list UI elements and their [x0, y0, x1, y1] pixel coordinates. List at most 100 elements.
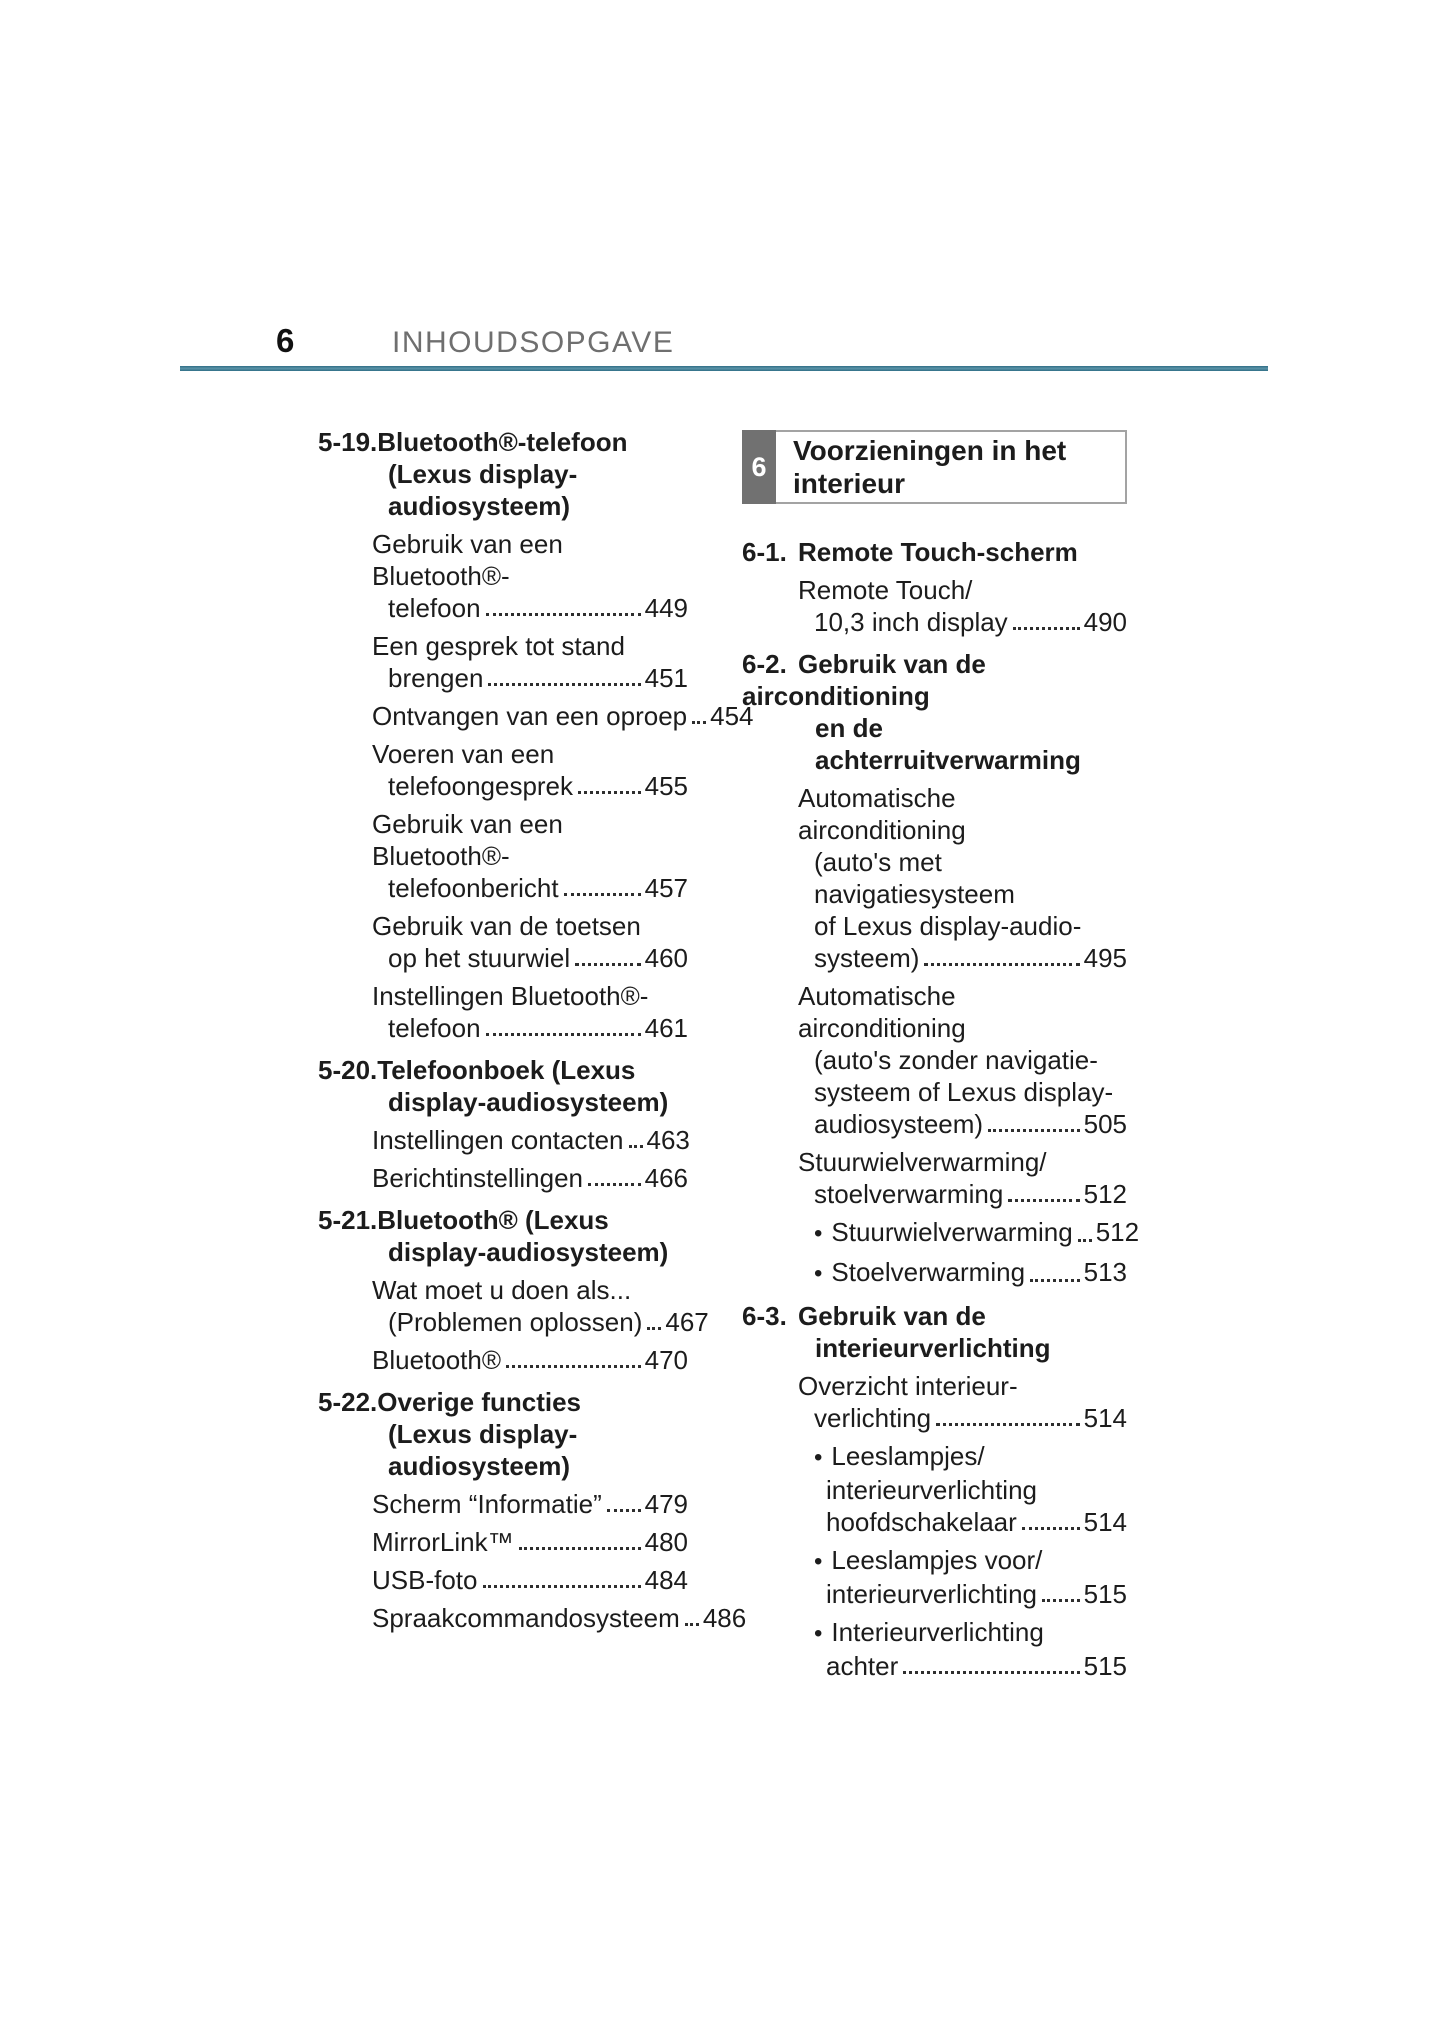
- entry-line: Berichtinstellingen 466: [372, 1162, 688, 1194]
- entry-line: Voeren van een: [372, 739, 555, 769]
- section-number: 5-19.: [318, 427, 378, 457]
- toc-entry: Scherm “Informatie” 479: [372, 1488, 688, 1520]
- entry-label: USB-foto: [372, 1565, 478, 1595]
- entry-line: • Interieurverlichting: [798, 1616, 1127, 1650]
- entry-label: (Problemen oplossen): [388, 1307, 643, 1337]
- section-heading: 6-2. Gebruik van de airconditioning en de …: [742, 648, 1127, 776]
- toc-entry: Ontvangen van een oproep 454: [372, 700, 754, 732]
- entry-page-number: 486: [702, 1603, 747, 1633]
- dot-leader: [485, 1033, 641, 1036]
- dot-leader: [563, 893, 641, 896]
- dot-leader: [988, 1129, 1080, 1132]
- entry-label: Ontvangen van een oproep: [372, 701, 688, 731]
- toc-entry: Bluetooth® 470: [372, 1344, 688, 1376]
- dot-leader: [936, 1423, 1080, 1426]
- toc-entry: • Interieurverlichting achter 515: [798, 1616, 1127, 1682]
- section-heading-line: 6-2. Gebruik van de airconditioning: [742, 648, 1127, 712]
- toc-entry: Berichtinstellingen 466: [372, 1162, 688, 1194]
- entry-text: Leeslampjes/: [831, 1441, 985, 1471]
- entry-line: MirrorLink™ 480: [372, 1526, 688, 1558]
- entry-line: Instellingen contacten 463: [372, 1124, 690, 1156]
- entry-line: Gebruik van de toetsen: [372, 911, 641, 941]
- entry-line: brengen 451: [372, 662, 688, 694]
- entry-page-number: 449: [644, 593, 688, 623]
- section-heading-line: 5-22.Overige functies: [318, 1386, 688, 1418]
- dot-leader: [606, 1509, 641, 1512]
- toc-entry: • Stuurwielverwarming 512: [798, 1216, 1139, 1250]
- entry-page-number: 512: [1095, 1217, 1140, 1247]
- entry-line: of Lexus display-audio-: [814, 911, 1082, 941]
- entry-line: 10,3 inch display 490: [798, 606, 1127, 638]
- section-number: 6-1.: [742, 537, 787, 567]
- toc-column-left: 5-19.Bluetooth®-telefoon (Lexus display-a…: [318, 426, 754, 1644]
- dot-leader: [485, 613, 641, 616]
- toc-entry: Een gesprek tot stand brengen 451: [372, 630, 688, 694]
- section-number: 6-2.: [742, 649, 787, 679]
- chapter-title: Voorzieningen in het interieur: [776, 430, 1127, 504]
- entry-page-number: 505: [1083, 1109, 1127, 1139]
- entry-label: telefoon: [388, 593, 481, 623]
- entry-line: Instellingen Bluetooth®-: [372, 981, 649, 1011]
- dot-leader: [1030, 1279, 1080, 1282]
- section-entries: Gebruik van een Bluetooth®- telefoon 449 Ee…: [318, 528, 754, 1044]
- entry-page-number: 484: [644, 1565, 688, 1595]
- entry-line: Automatische airconditioning: [798, 981, 966, 1043]
- section-entries: Remote Touch/10,3 inch display 490: [742, 574, 1127, 638]
- entry-line: achter 515: [798, 1650, 1127, 1682]
- section-title-cont: (Lexus display-audiosysteem): [388, 1419, 578, 1481]
- entry-line: Overzicht interieur-: [798, 1371, 1018, 1401]
- entry-label: Scherm “Informatie”: [372, 1489, 602, 1519]
- dot-leader: [482, 1585, 641, 1588]
- entry-line: Stuurwielverwarming/: [798, 1147, 1047, 1177]
- entry-line: Gebruik van een Bluetooth®-: [372, 529, 563, 591]
- entry-label: Spraakcommandosysteem: [372, 1603, 680, 1633]
- entry-label: 10,3 inch display: [814, 607, 1008, 637]
- chapter-box: 6 Voorzieningen in het interieur: [742, 430, 1127, 504]
- section-title: Gebruik van de airconditioning: [742, 649, 986, 711]
- entry-line: audiosysteem) 505: [798, 1108, 1127, 1140]
- section-number: 5-22.: [318, 1387, 378, 1417]
- entry-page-number: 495: [1083, 943, 1127, 973]
- chapter-title-line: Voorzieningen in het: [793, 435, 1067, 466]
- section-title: Bluetooth®-telefoon: [377, 427, 628, 457]
- entry-page-number: 463: [646, 1125, 690, 1155]
- dot-leader: [903, 1671, 1080, 1674]
- section-title-cont: interieurverlichting: [815, 1333, 1051, 1363]
- entry-line: Bluetooth® 470: [372, 1344, 688, 1376]
- entry-page-number: 455: [644, 771, 688, 801]
- section-heading-line: 5-19.Bluetooth®-telefoon: [318, 426, 688, 458]
- entry-page-number: 514: [1083, 1403, 1127, 1433]
- dot-leader: [1077, 1239, 1092, 1242]
- section-heading: 5-21.Bluetooth® (Lexus display-audiosyste…: [318, 1204, 688, 1268]
- toc-entry: MirrorLink™ 480: [372, 1526, 688, 1558]
- section-title: Overige functies: [377, 1387, 581, 1417]
- toc-entry: Gebruik van een Bluetooth®- telefoonberic…: [372, 808, 688, 904]
- section-entries: Wat moet u doen als... (Problemen oplosse…: [318, 1274, 709, 1376]
- entry-page-number: 515: [1083, 1651, 1127, 1681]
- entry-line: hoofdschakelaar 514: [798, 1506, 1127, 1538]
- section-number: 5-20.: [318, 1055, 378, 1085]
- toc-entry: Spraakcommandosysteem 486: [372, 1602, 746, 1634]
- entry-line: Wat moet u doen als...: [372, 1275, 632, 1305]
- entry-label: systeem): [814, 943, 920, 973]
- dot-leader: [488, 683, 641, 686]
- section-heading: 5-19.Bluetooth®-telefoon (Lexus display-a…: [318, 426, 688, 522]
- toc-entry: Instellingen Bluetooth®- telefoon 461: [372, 980, 688, 1044]
- toc-entry: • Stoelverwarming 513: [798, 1256, 1127, 1290]
- dot-leader: [578, 791, 641, 794]
- toc-section: 6-3. Gebruik van de interieurverlichting Ov…: [742, 1300, 1127, 1682]
- entry-label: stoelverwarming: [814, 1179, 1004, 1209]
- section-entries: Instellingen contacten 463 Berichtinstelli…: [318, 1124, 690, 1194]
- entry-line: Ontvangen van een oproep 454: [372, 700, 754, 732]
- entry-label: Instellingen contacten: [372, 1125, 624, 1155]
- section-heading-line: 5-20.Telefoonboek (Lexus: [318, 1054, 688, 1086]
- section-heading: 6-1. Remote Touch-scherm: [742, 536, 1127, 568]
- entry-line: op het stuurwiel 460: [372, 942, 688, 974]
- entry-line: interieurverlichting: [826, 1475, 1037, 1505]
- page-title: INHOUDSOPGAVE: [392, 326, 675, 359]
- entry-label: brengen: [388, 663, 484, 693]
- toc-sections-right: 6-1. Remote Touch-scherm Remote Touch/10,3…: [742, 536, 1139, 1682]
- dot-leader: [1012, 627, 1080, 630]
- entry-page-number: 466: [644, 1163, 688, 1193]
